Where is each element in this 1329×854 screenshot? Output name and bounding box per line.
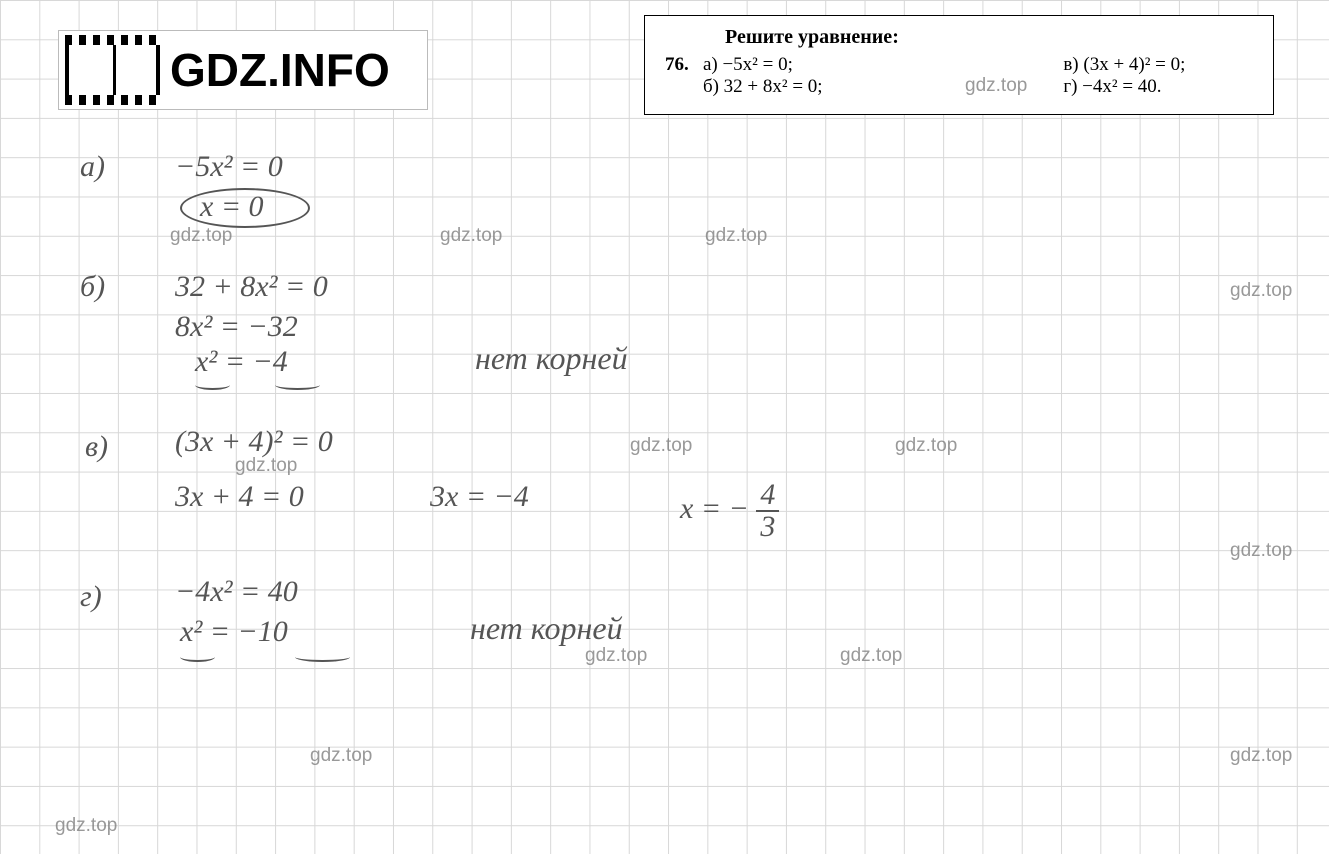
film-divider xyxy=(113,45,116,95)
hw-b-result: нет корней xyxy=(475,340,628,377)
hw-v-frac-num: 4 xyxy=(756,480,779,512)
problem-title: Решите уравнение: xyxy=(725,26,1253,49)
watermark: gdz.top xyxy=(55,815,117,837)
hw-a-line1: −5x² = 0 xyxy=(175,150,283,184)
hw-v-line2: 3x + 4 = 0 xyxy=(175,480,304,514)
hw-g-result: нет корней xyxy=(470,610,623,647)
watermark: gdz.top xyxy=(705,225,767,247)
hw-g-arc2 xyxy=(295,652,350,662)
problem-box: Решите уравнение: 76. а) −5x² = 0; в) (3… xyxy=(644,15,1274,115)
watermark: gdz.top xyxy=(170,225,232,247)
watermark: gdz.top xyxy=(1230,745,1292,767)
hw-b-line3: x² = −4 xyxy=(195,345,288,379)
problem-item-g: г) −4x² = 40. xyxy=(1063,76,1253,98)
hw-v-frac-den: 3 xyxy=(756,512,779,542)
watermark: gdz.top xyxy=(840,645,902,667)
problem-row-2: б) 32 + 8x² = 0; г) −4x² = 40. xyxy=(665,76,1253,98)
hw-g-arc1 xyxy=(180,652,215,662)
hw-a-label: а) xyxy=(80,150,105,184)
watermark: gdz.top xyxy=(965,75,1027,97)
problem-row-1: 76. а) −5x² = 0; в) (3x + 4)² = 0; xyxy=(665,54,1253,76)
watermark: gdz.top xyxy=(235,455,297,477)
problem-item-b: б) 32 + 8x² = 0; xyxy=(703,76,883,98)
hw-b-arc2 xyxy=(275,380,320,390)
problem-spacer xyxy=(883,54,1063,76)
watermark: gdz.top xyxy=(1230,540,1292,562)
watermark: gdz.top xyxy=(630,435,692,457)
film-icon xyxy=(65,35,160,105)
hw-g-line1: −4x² = 40 xyxy=(175,575,298,609)
hw-b-line1: 32 + 8x² = 0 xyxy=(175,270,328,304)
hw-b-line2: 8x² = −32 xyxy=(175,310,298,344)
hw-b-arc1 xyxy=(195,380,230,390)
watermark: gdz.top xyxy=(585,645,647,667)
hw-a-oval xyxy=(180,188,310,228)
hw-v-line4-prefix: x = − xyxy=(680,492,749,525)
watermark: gdz.top xyxy=(1230,280,1292,302)
watermark: gdz.top xyxy=(895,435,957,457)
logo-box: GDZ.INFO xyxy=(58,30,428,110)
hw-g-line2: x² = −10 xyxy=(180,615,288,649)
watermark: gdz.top xyxy=(440,225,502,247)
problem-item-a: а) −5x² = 0; xyxy=(703,54,883,76)
hw-g-label: г) xyxy=(80,580,102,614)
problem-number: 76. xyxy=(665,54,703,76)
problem-spacer2 xyxy=(665,76,703,98)
hw-v-line3: 3x = −4 xyxy=(430,480,529,514)
problem-item-v: в) (3x + 4)² = 0; xyxy=(1063,54,1253,76)
hw-b-label: б) xyxy=(80,270,105,304)
hw-v-line4: x = − 4 3 xyxy=(680,480,779,542)
watermark: gdz.top xyxy=(310,745,372,767)
hw-v-line1: (3x + 4)² = 0 xyxy=(175,425,333,459)
hw-v-label: в) xyxy=(85,430,108,464)
logo-text: GDZ.INFO xyxy=(170,43,390,97)
hw-v-fraction: 4 3 xyxy=(756,480,779,542)
